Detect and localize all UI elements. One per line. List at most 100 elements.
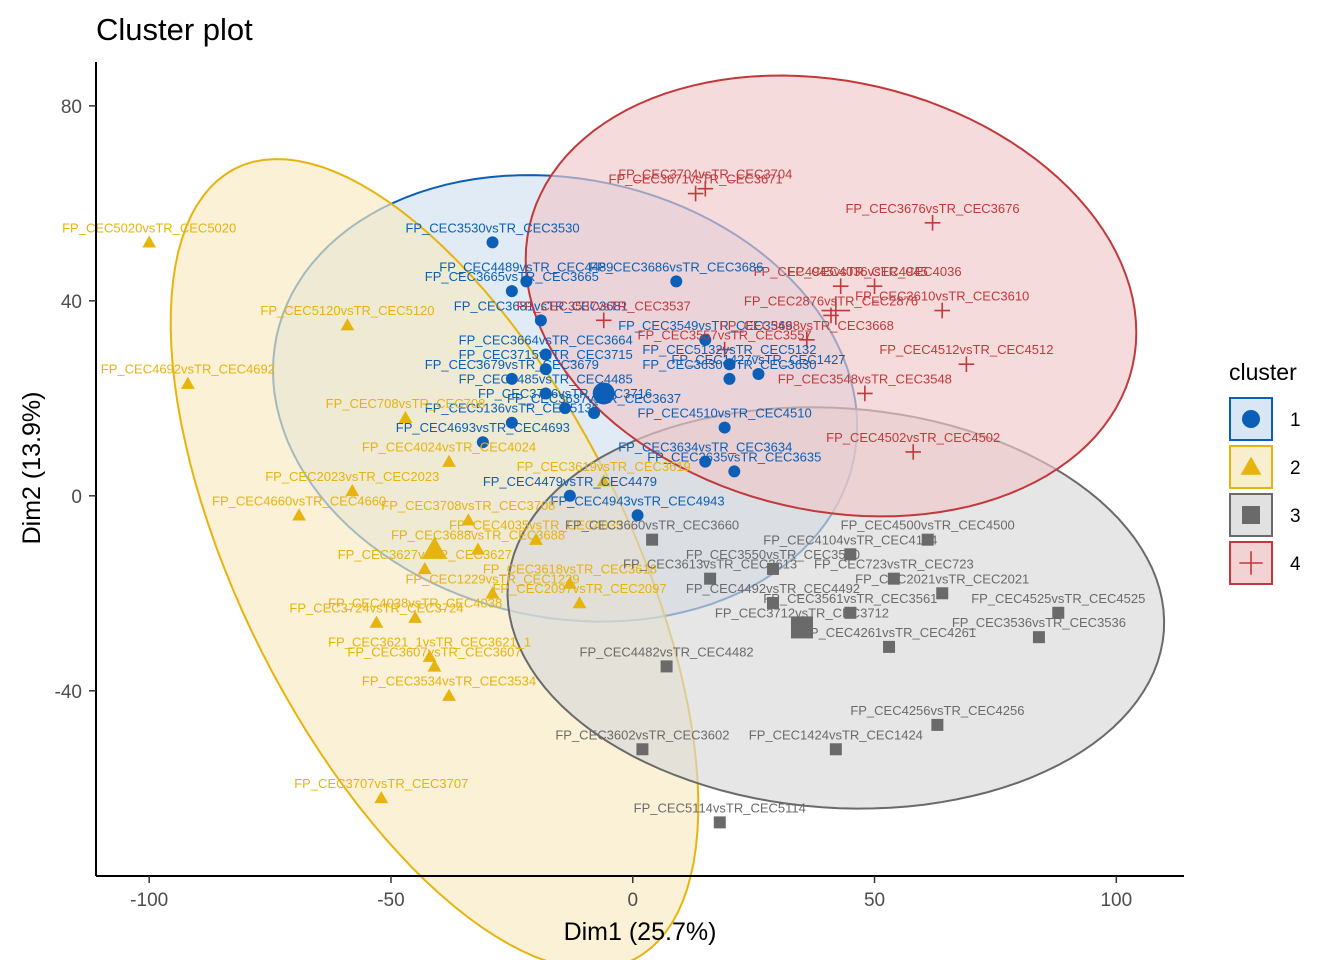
point-cluster-1 <box>588 406 601 419</box>
data-points <box>142 180 1065 829</box>
point-label: FP_CEC3707vsTR_CEC3707 <box>294 776 468 791</box>
point-label: FP_CEC3621_1vsTR_CEC3621_1 <box>328 635 531 650</box>
point-cluster-4 <box>857 385 873 402</box>
legend-symbol-cluster-3 <box>1242 506 1260 524</box>
point-label: FP_CEC2023vsTR_CEC2023 <box>265 469 439 484</box>
point-label: FP_CEC2876vsTR_CEC2876 <box>744 293 918 308</box>
point-label: FP_CEC1427vsTR_CEC1427 <box>671 352 845 367</box>
point-label: FP_CEC4693vsTR_CEC4693 <box>396 420 570 435</box>
y-tick-label: 0 <box>71 487 82 508</box>
point-cluster-2 <box>180 376 195 389</box>
point-label: FP_CEC3712vsTR_CEC3712 <box>715 605 889 620</box>
point-cluster-3 <box>844 548 857 561</box>
point-label: FP_CEC4256vsTR_CEC4256 <box>850 703 1024 718</box>
point-cluster-2 <box>442 454 456 467</box>
cluster-3-center <box>790 616 813 639</box>
point-cluster-1 <box>559 402 572 415</box>
point-cluster-4 <box>832 278 849 295</box>
point-cluster-2 <box>572 596 587 609</box>
point-cluster-3 <box>646 533 659 546</box>
legend-label: 3 <box>1290 506 1301 527</box>
point-cluster-3 <box>829 743 842 756</box>
y-tick-label: 40 <box>61 292 82 313</box>
point-cluster-1 <box>505 285 518 298</box>
y-tick-label: 80 <box>61 97 82 118</box>
point-cluster-1 <box>723 372 736 385</box>
point-label: FP_CEC3534vsTR_CEC3534 <box>362 674 536 689</box>
point-label: FP_CEC3688vsTR_CEC3688 <box>391 527 565 542</box>
point-cluster-3 <box>660 660 673 673</box>
point-cluster-3 <box>883 640 896 653</box>
x-tick-label: -50 <box>377 890 404 911</box>
point-cluster-3 <box>704 572 717 585</box>
point-cluster-1 <box>670 275 683 288</box>
point-cluster-3 <box>921 533 934 546</box>
point-cluster-2 <box>562 576 577 589</box>
point-label: FP_CEC4945vsTR_CEC4945 <box>754 264 928 279</box>
point-label: FP_CEC3715vsTR_CEC3715 <box>459 347 633 362</box>
point-label: FP_CEC708vsTR_CEC708 <box>326 396 486 411</box>
point-cluster-3 <box>936 587 949 600</box>
point-label: FP_CEC3716vsTR_CEC3716 <box>478 386 652 401</box>
point-label: FP_CEC4479vsTR_CEC4479 <box>483 474 657 489</box>
point-label: FP_CEC3686vsTR_CEC3686 <box>589 259 763 274</box>
axis-ticks: -100 -50 0 50 100 -40 0 40 80 <box>55 97 1133 911</box>
point-cluster-3 <box>1052 606 1065 619</box>
point-cluster-1 <box>539 348 552 361</box>
point-label: FP_CEC1229vsTR_CEC1229 <box>405 571 579 586</box>
point-label: FP_CEC3627vsTR_CEC3627 <box>338 547 512 562</box>
point-label: FP_CEC3635vsTR_CEC3635 <box>647 449 821 464</box>
point-cluster-4 <box>595 312 612 329</box>
chart-title: Cluster plot <box>96 12 253 47</box>
point-label: FP_CEC3724vsTR_CEC3724 <box>289 601 463 616</box>
legend-symbol-cluster-4 <box>1239 551 1263 575</box>
point-label: FP_CEC4502vsTR_CEC4502 <box>826 430 1000 445</box>
point-label: FP_CEC3613vsTR_CEC3613 <box>623 557 797 572</box>
point-label: FP_CEC4512vsTR_CEC4512 <box>879 342 1053 357</box>
point-label: FP_CEC3610vsTR_CEC3610 <box>855 289 1029 304</box>
point-cluster-2 <box>596 474 611 487</box>
legend-label: 4 <box>1290 554 1301 575</box>
point-cluster-2 <box>398 410 413 423</box>
point-label: FP_CEC4035vsTR_CEC4035 <box>449 518 623 533</box>
point-label: FP_CEC2097vsTR_CEC2097 <box>492 581 666 596</box>
point-label: FP_CEC5114vsTR_CEC5114 <box>634 800 806 815</box>
point-labels: FP_CEC3530vsTR_CEC3530 FP_CEC4489vsTR_CEC… <box>62 167 1145 816</box>
point-cluster-1 <box>752 367 765 380</box>
point-cluster-2 <box>471 542 485 555</box>
point-label: FP_CEC2021vsTR_CEC2021 <box>855 571 1029 586</box>
point-cluster-2 <box>442 688 456 701</box>
point-cluster-3 <box>766 597 779 610</box>
cluster-4-center <box>821 296 851 325</box>
point-label: FP_CEC3619vsTR_CEC3619 <box>517 459 691 474</box>
point-label: FP_CEC3708vsTR_CEC3708 <box>381 498 555 513</box>
point-cluster-3 <box>844 606 857 619</box>
point-cluster-2 <box>374 791 389 804</box>
x-tick-label: 0 <box>627 890 638 911</box>
point-cluster-3 <box>636 743 649 756</box>
point-label: FP_CEC3618vsTR_CEC3618 <box>483 562 657 577</box>
point-cluster-1 <box>563 489 576 502</box>
point-label: FP_CEC3537vsTR_CEC3537 <box>517 298 691 313</box>
point-label: FP_CEC5136vsTR_CEC5136 <box>425 401 599 416</box>
point-label: FP_CEC4510vsTR_CEC4510 <box>638 406 812 421</box>
point-label: FP_CEC3548vsTR_CEC3548 <box>778 371 952 386</box>
cluster-2-center <box>421 536 448 559</box>
cluster-1-center <box>592 382 615 405</box>
legend-title: cluster <box>1229 359 1297 385</box>
point-cluster-1 <box>539 363 552 376</box>
point-cluster-2 <box>340 318 355 331</box>
legend-keys: 1 2 3 4 <box>1229 397 1301 585</box>
point-cluster-2 <box>417 562 432 575</box>
x-tick-label: 50 <box>864 890 885 911</box>
point-label: FP_CEC5020vsTR_CEC5020 <box>62 220 236 235</box>
point-cluster-1 <box>718 421 731 434</box>
point-cluster-2 <box>485 586 500 599</box>
point-label: FP_CEC3602vsTR_CEC3602 <box>555 727 729 742</box>
point-cluster-3 <box>713 816 726 829</box>
point-cluster-4 <box>934 302 951 319</box>
point-cluster-3 <box>766 562 779 575</box>
point-cluster-4 <box>924 215 941 231</box>
point-cluster-2 <box>529 532 543 545</box>
point-cluster-2 <box>422 649 437 662</box>
